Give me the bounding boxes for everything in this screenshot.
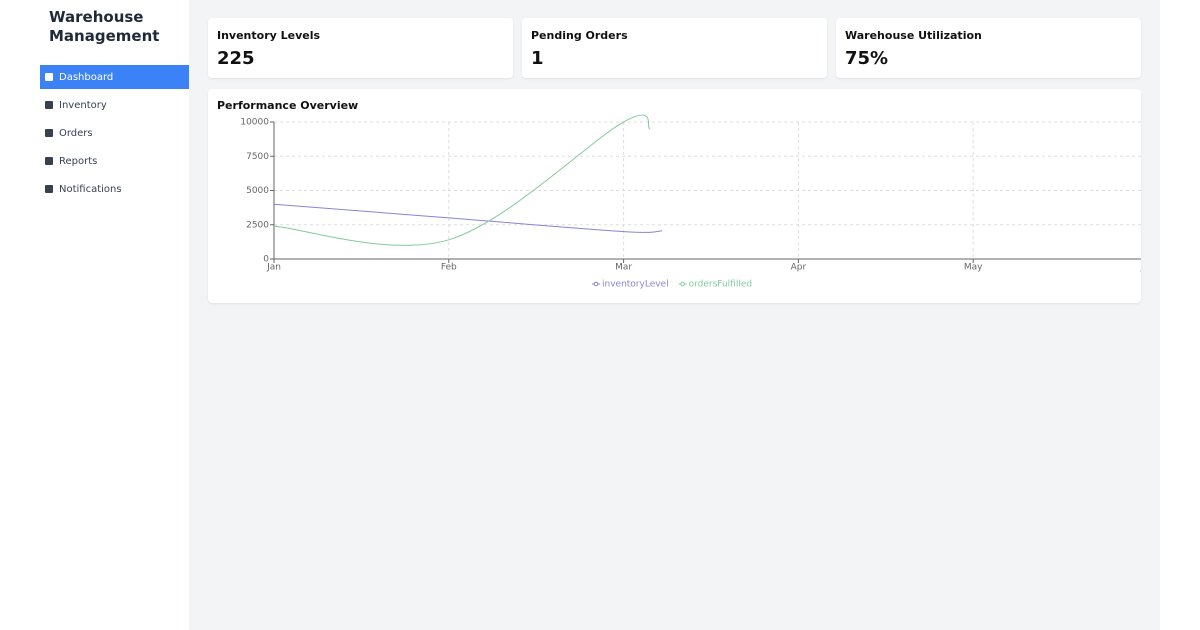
stat-card: Pending Orders 1 (522, 18, 827, 78)
legend-swatch (680, 281, 685, 287)
x-tick-label: May (964, 263, 983, 273)
legend-label: inventoryLevel (602, 280, 669, 290)
nav-label: Orders (59, 127, 93, 139)
stat-value: 1 (531, 48, 544, 69)
nav-label: Notifications (59, 183, 122, 195)
stat-label: Inventory Levels (217, 29, 321, 42)
stat-label: Warehouse Utilization (845, 29, 982, 42)
nav-label: Inventory (59, 99, 107, 111)
legend-label: ordersFulfilled (689, 280, 753, 290)
stat-label: Pending Orders (531, 29, 628, 42)
stat-card: Inventory Levels 225 (208, 18, 513, 78)
y-tick-label: 5000 (246, 186, 269, 196)
nav-item[interactable]: Inventory (40, 93, 189, 117)
chart-title: Performance Overview (217, 99, 358, 112)
chart: Performance Overview 0 2500 5000 7500 10000 J… (217, 99, 1141, 290)
y-tick-label: 0 (263, 255, 269, 265)
chart-card: Performance Overview 0 2500 5000 7500 10000 J… (208, 89, 1141, 303)
stat-value: 75% (845, 48, 889, 69)
main: Inventory Levels 225 Pending Orders 1 Ware… (189, 0, 1160, 630)
x-tick-label: Jun (1140, 263, 1141, 273)
y-tick-label: 2500 (246, 220, 269, 230)
app-title: Warehouse Management (49, 8, 160, 45)
x-tick-label: Apr (791, 263, 807, 273)
nav-label: Reports (59, 155, 98, 167)
x-tick-label: Feb (441, 263, 457, 273)
x-tick-label: Jan (266, 263, 281, 273)
nav-item[interactable]: Notifications (40, 177, 189, 201)
line (273, 203, 663, 233)
stat-value: 225 (217, 48, 255, 69)
legend-swatch (593, 281, 599, 287)
sidebar: Warehouse Management Dashboard Inventory… (0, 0, 189, 630)
y-tick-label: 7500 (246, 152, 269, 162)
nav-item[interactable]: Orders (40, 121, 189, 145)
nav-label: Dashboard (59, 71, 114, 83)
y-tick-label: 10000 (240, 118, 269, 128)
nav-item[interactable]: Reports (40, 149, 189, 173)
stat-card: Warehouse Utilization 75% (836, 18, 1141, 78)
line (273, 114, 651, 246)
nav-item[interactable]: Dashboard (40, 65, 189, 89)
x-tick-label: Mar (615, 263, 632, 273)
